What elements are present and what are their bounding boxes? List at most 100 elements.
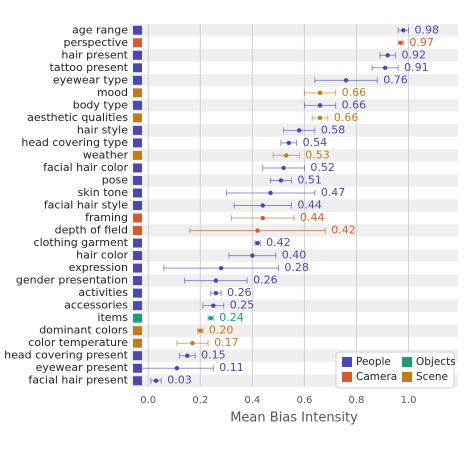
row-band xyxy=(130,274,458,287)
category-label: clothing garment xyxy=(34,236,129,249)
dot xyxy=(317,115,323,121)
dot xyxy=(211,303,216,308)
category-swatch xyxy=(133,263,142,273)
dot xyxy=(174,366,180,371)
category-label: hair style xyxy=(77,123,128,136)
x-tick-label: 0.6 xyxy=(296,395,312,406)
category-label: dominant colors xyxy=(39,324,128,337)
value-label: 0.53 xyxy=(305,148,330,161)
dot xyxy=(218,265,224,271)
value-label: 0.92 xyxy=(402,48,427,61)
category-label: facial hair style xyxy=(44,199,128,212)
x-tick-label: 0.4 xyxy=(244,395,260,406)
dot xyxy=(398,40,403,45)
legend-swatch xyxy=(402,357,412,367)
value-label: 0.98 xyxy=(415,23,440,36)
category-swatch xyxy=(133,163,142,173)
dot xyxy=(317,90,323,96)
row-band xyxy=(130,324,458,337)
category-swatch xyxy=(133,301,142,311)
dot xyxy=(213,290,219,296)
value-label: 0.97 xyxy=(409,36,434,49)
dot xyxy=(153,378,159,383)
dot xyxy=(260,215,265,221)
value-label: 0.26 xyxy=(253,274,278,287)
category-label: color temperature xyxy=(28,336,128,349)
category-label: pose xyxy=(102,173,128,186)
category-swatch xyxy=(133,100,142,110)
row-band xyxy=(130,299,458,312)
value-label: 0.58 xyxy=(321,123,346,136)
category-label: items xyxy=(97,311,128,324)
dot xyxy=(317,103,323,108)
dot xyxy=(286,140,291,146)
value-label: 0.42 xyxy=(266,236,291,249)
category-label: head covering type xyxy=(21,136,128,149)
legend-swatch xyxy=(342,372,352,382)
legend-box xyxy=(335,351,455,389)
value-label: 0.66 xyxy=(342,86,367,99)
row-band xyxy=(130,99,458,112)
dot xyxy=(343,78,349,83)
category-label: weather xyxy=(83,148,129,161)
value-label: 0.25 xyxy=(230,299,255,312)
value-label: 0.66 xyxy=(334,111,359,124)
value-label: 0.44 xyxy=(297,199,322,212)
category-swatch xyxy=(133,201,142,210)
category-label: activities xyxy=(78,286,128,299)
row-band xyxy=(130,199,458,212)
legend-label: Scene xyxy=(416,371,448,383)
dot xyxy=(255,240,260,246)
dot xyxy=(185,353,190,358)
category-label: perspective xyxy=(64,36,129,49)
row-band xyxy=(130,74,458,87)
category-label: aesthetic qualities xyxy=(27,111,128,124)
category-swatch xyxy=(133,50,142,60)
value-label: 0.40 xyxy=(282,249,307,262)
category-label: eyewear type xyxy=(53,73,128,86)
category-swatch xyxy=(133,113,142,123)
category-swatch xyxy=(133,238,142,248)
value-label: 0.47 xyxy=(321,186,346,199)
value-label: 0.17 xyxy=(214,336,239,349)
row-band xyxy=(130,24,458,37)
x-axis-label: Mean Bias Intensity xyxy=(230,411,358,426)
row-band xyxy=(130,174,458,187)
category-swatch xyxy=(133,63,142,73)
category-label: age range xyxy=(72,23,128,36)
category-label: accessories xyxy=(64,299,128,312)
value-label: 0.52 xyxy=(310,161,335,174)
category-label: facial hair present xyxy=(28,374,128,387)
category-label: eyewear present xyxy=(36,361,129,374)
value-label: 0.44 xyxy=(300,211,325,224)
dot xyxy=(268,190,273,196)
dot xyxy=(382,65,388,71)
category-swatch xyxy=(133,188,142,198)
row-band xyxy=(130,249,458,262)
category-swatch xyxy=(133,125,142,135)
value-label: 0.11 xyxy=(219,361,244,374)
category-label: tattoo present xyxy=(50,61,129,74)
value-label: 0.20 xyxy=(209,324,234,337)
category-swatch xyxy=(133,213,142,223)
dot xyxy=(260,203,265,208)
category-swatch xyxy=(133,276,142,286)
value-label: 0.42 xyxy=(331,224,356,237)
category-swatch xyxy=(133,38,142,48)
value-label: 0.28 xyxy=(284,261,309,274)
value-label: 0.26 xyxy=(227,286,252,299)
value-label: 0.03 xyxy=(167,374,192,387)
category-swatch xyxy=(133,25,142,35)
category-label: body type xyxy=(73,98,129,111)
row-band xyxy=(130,49,458,62)
category-label: facial hair color xyxy=(43,161,128,174)
category-swatch xyxy=(133,150,142,160)
category-swatch xyxy=(133,226,142,236)
value-label: 0.66 xyxy=(342,98,367,111)
dot xyxy=(190,340,195,346)
category-label: hair color xyxy=(76,249,128,262)
category-label: framing xyxy=(85,211,128,224)
category-label: mood xyxy=(97,86,128,99)
dot xyxy=(255,228,260,233)
category-swatch xyxy=(133,75,142,85)
